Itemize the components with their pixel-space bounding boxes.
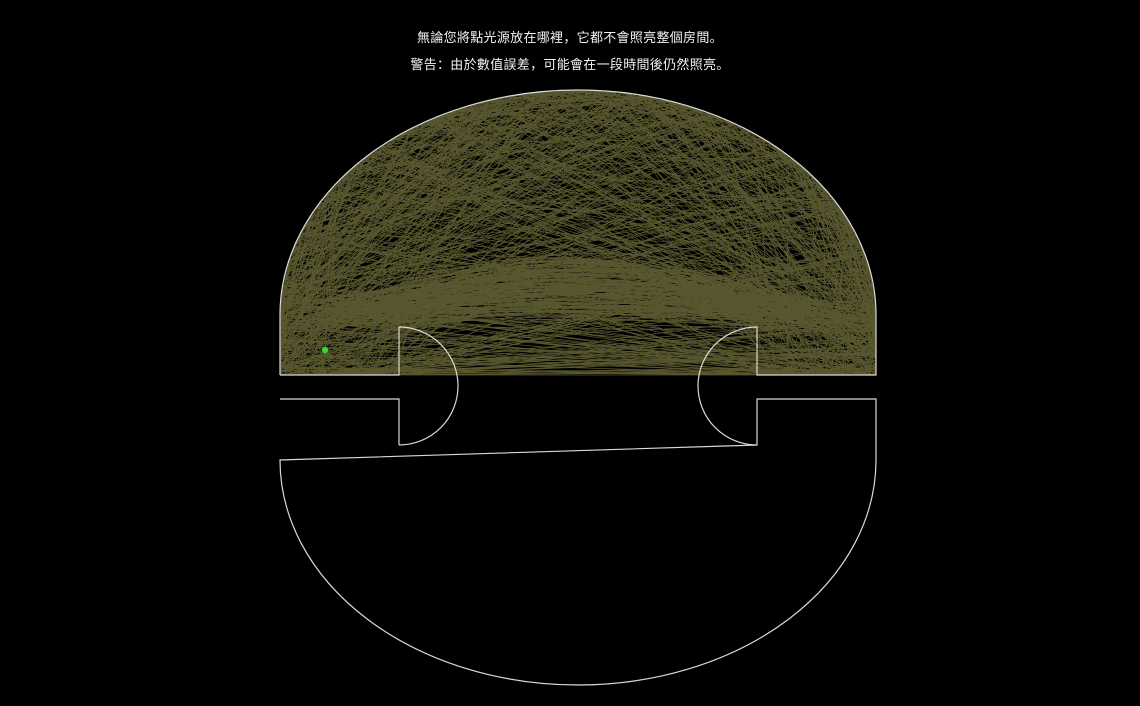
caption-line-2: 警告：由於數值誤差，可能會在一段時間後仍然照亮。 (410, 58, 730, 73)
upper-wall (279, 89, 877, 446)
caption-line-1: 無論您將點光源放在哪裡，它都不會照亮整個房間。 (417, 31, 723, 46)
ray-paths (279, 89, 877, 376)
light-source-dot[interactable] (321, 346, 329, 354)
room-walls (279, 89, 877, 686)
lower-wall (279, 398, 877, 686)
light-rays (279, 89, 877, 376)
